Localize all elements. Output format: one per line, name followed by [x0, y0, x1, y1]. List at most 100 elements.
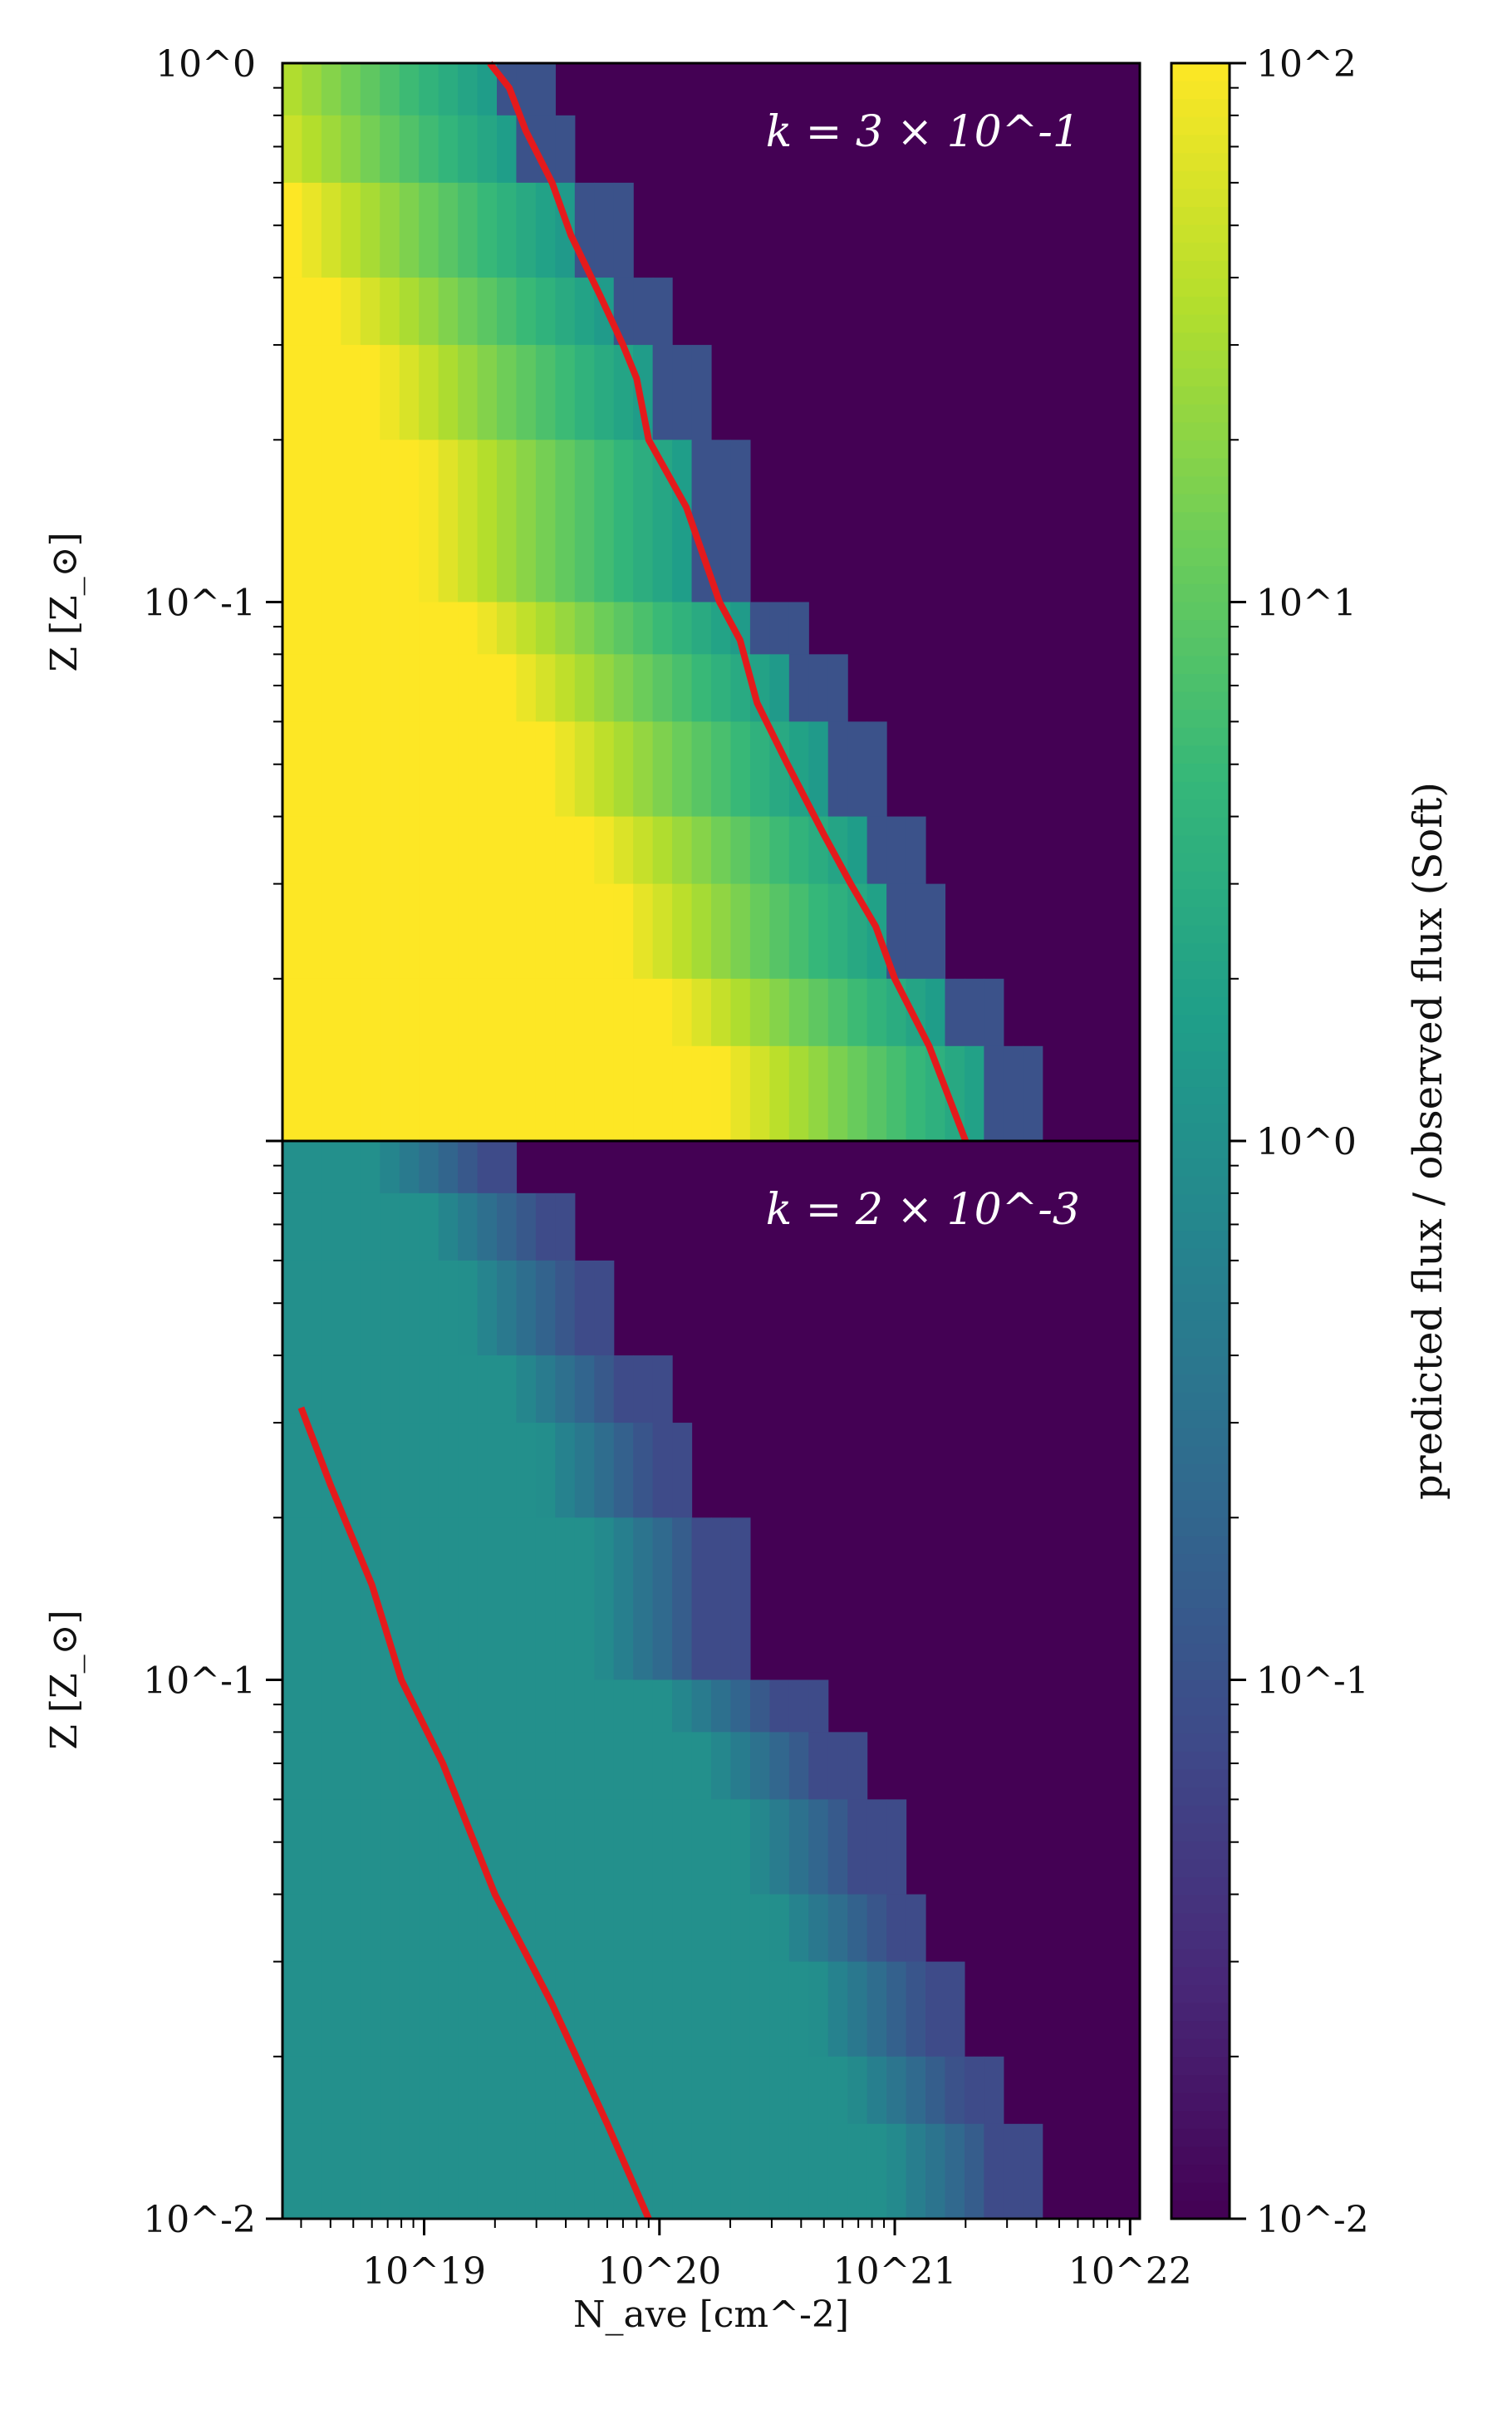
heatmap-cell	[302, 883, 322, 980]
heatmap-cell	[574, 1355, 595, 1423]
heatmap-cell	[477, 278, 498, 346]
colorbar-segment	[1171, 835, 1230, 855]
heatmap-cell	[711, 2056, 732, 2125]
heatmap-cell	[672, 1961, 693, 2058]
heatmap-cell	[730, 978, 751, 1047]
heatmap-cell	[535, 182, 556, 278]
heatmap-cell	[438, 115, 459, 184]
heatmap-cell	[477, 440, 498, 603]
heatmap-cell	[847, 721, 868, 818]
heatmap-cell	[419, 2123, 439, 2220]
heatmap-cell	[711, 654, 732, 722]
heatmap-cell	[633, 278, 654, 346]
heatmap-cell	[419, 1894, 439, 1963]
heatmap-cell	[497, 182, 518, 278]
heatmap-cell	[497, 345, 518, 440]
heatmap-cell	[516, 602, 537, 655]
heatmap-cell	[497, 1141, 518, 1194]
heatmap-cell	[360, 1732, 380, 1800]
heatmap-cell	[652, 816, 673, 885]
heatmap-cell	[827, 2123, 848, 2220]
heatmap-cell	[282, 602, 303, 655]
heatmap-cell	[341, 816, 361, 885]
heatmap-cell	[555, 978, 576, 1047]
heatmap-cell	[749, 721, 770, 818]
heatmap-cell	[302, 1260, 322, 1356]
heatmap-cell	[302, 1141, 322, 1194]
heatmap-cell	[302, 2123, 322, 2220]
colorbar-segment	[1171, 2182, 1230, 2202]
colorbar-segment	[1171, 925, 1230, 945]
heatmap-cell	[535, 1679, 556, 1733]
heatmap-cell	[282, 345, 303, 440]
colorbar-segment	[1171, 314, 1230, 334]
heatmap-cell	[925, 883, 946, 980]
heatmap-cell	[633, 816, 654, 885]
heatmap-cell	[652, 1679, 673, 1733]
colorbar-segment	[1171, 2165, 1230, 2184]
heatmap-cell	[399, 602, 420, 655]
heatmap-cell	[302, 1517, 322, 1681]
heatmap-cell	[886, 816, 907, 885]
heatmap-cell	[535, 278, 556, 346]
heatmap-cell	[341, 1732, 361, 1800]
colorbar-segment	[1171, 512, 1230, 532]
colorbar-segment	[1171, 1248, 1230, 1268]
heatmap-cell	[808, 721, 829, 818]
heatmap-cell	[749, 1045, 770, 1142]
colorbar-segment	[1171, 1069, 1230, 1089]
heatmap-cell	[497, 1192, 518, 1261]
heatmap-cell	[808, 1799, 829, 1895]
panel-1-frame	[281, 1139, 1141, 2220]
heatmap-cell	[594, 1799, 615, 1895]
colorbar-segment	[1171, 727, 1230, 747]
heatmap-cell	[574, 654, 595, 722]
heatmap-cell	[321, 115, 341, 184]
heatmap-cell	[769, 1679, 790, 1733]
heatmap-cell	[321, 440, 341, 603]
heatmap-cell	[827, 1045, 848, 1142]
heatmap-cell	[1023, 1045, 1043, 1142]
heatmap-cell	[886, 1961, 907, 2058]
colorbar-segment	[1171, 332, 1230, 352]
heatmap-cell	[555, 115, 576, 184]
heatmap-cell	[574, 816, 595, 885]
colorbar-segment	[1171, 1464, 1230, 1483]
heatmap-cell	[594, 816, 615, 885]
heatmap-cell	[788, 1894, 809, 1963]
colorbar-segment	[1171, 961, 1230, 981]
heatmap-cell	[516, 1679, 537, 1733]
heatmap-cell	[477, 1679, 498, 1733]
heatmap-cell	[419, 1192, 439, 1261]
colorbar-tick-label: 10^-2	[1256, 2199, 1369, 2241]
heatmap-cell	[419, 1045, 439, 1142]
heatmap-cell	[341, 1045, 361, 1142]
heatmap-cell	[672, 654, 693, 722]
heatmap-cell	[458, 63, 479, 116]
heatmap-cell	[419, 182, 439, 278]
colorbar-segment	[1171, 2057, 1230, 2077]
heatmap-cell	[399, 721, 420, 818]
heatmap-cell	[535, 1192, 556, 1261]
heatmap-cell	[555, 345, 576, 440]
heatmap-cell	[652, 1799, 673, 1895]
heatmap-cell	[321, 816, 341, 885]
heatmap-cell	[438, 2056, 459, 2125]
heatmap-cell	[302, 1961, 322, 2058]
colorbar-segment	[1171, 422, 1230, 441]
colorbar-segment	[1171, 2021, 1230, 2040]
heatmap-cell	[419, 978, 439, 1047]
colorbar-segment	[1171, 656, 1230, 675]
heatmap-cell	[477, 182, 498, 278]
heatmap-cell	[458, 1517, 479, 1681]
heatmap-cell	[594, 978, 615, 1047]
colorbar-segment	[1171, 1104, 1230, 1124]
heatmap-cell	[438, 63, 459, 116]
heatmap-cell	[419, 654, 439, 722]
heatmap-cell	[458, 721, 479, 818]
colorbar-segment	[1171, 1320, 1230, 1340]
colorbar-segment	[1171, 189, 1230, 208]
colorbar-segment	[1171, 2128, 1230, 2148]
heatmap-cell	[788, 602, 809, 655]
heatmap-cell	[321, 278, 341, 346]
